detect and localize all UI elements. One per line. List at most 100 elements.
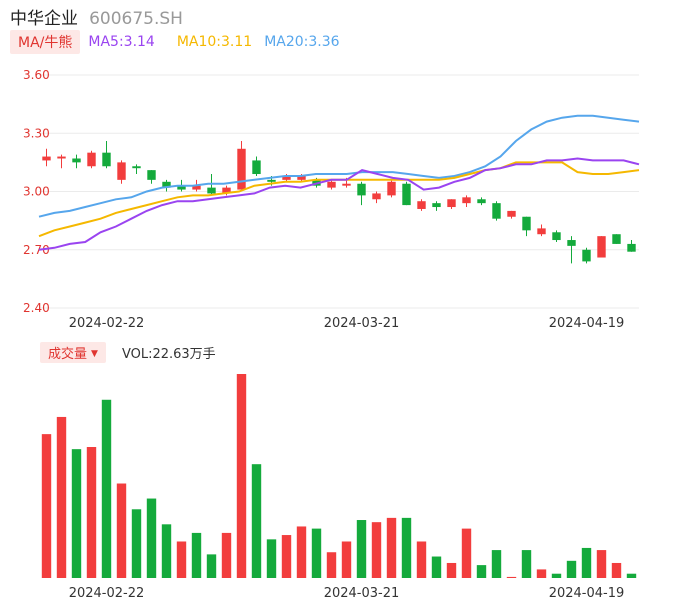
volume-bar	[401, 517, 412, 578]
volume-bar	[416, 541, 427, 578]
ma5-line	[38, 157, 640, 251]
candle-body	[417, 201, 426, 209]
volume-bar	[146, 498, 157, 578]
candle-body	[357, 183, 366, 196]
price-grid	[39, 74, 639, 309]
volume-bar	[236, 374, 247, 578]
candle	[387, 179, 396, 198]
candle	[417, 199, 426, 211]
volume-bar	[461, 528, 472, 578]
volume-bar	[536, 569, 547, 578]
candle	[522, 216, 531, 237]
volume-bar	[266, 539, 277, 578]
caret-down-icon: ▼	[91, 348, 98, 359]
volume-bar	[131, 509, 142, 578]
candle	[507, 210, 516, 219]
volume-bar	[626, 573, 637, 578]
volume-bar	[341, 541, 352, 578]
candle	[492, 201, 501, 221]
candle-body	[42, 156, 51, 161]
volume-date-label: 2024-02-22	[69, 586, 145, 601]
candle	[327, 179, 336, 190]
candle	[582, 247, 591, 264]
volume-x-axis: 2024-02-22 2024-03-21 2024-04-19	[69, 586, 625, 601]
volume-legend: 成交量 ▼ VOL:22.63万手	[40, 341, 216, 363]
volume-bar	[176, 541, 187, 578]
candle	[597, 236, 606, 258]
price-date-label: 2024-04-19	[549, 316, 625, 331]
volume-bars	[41, 374, 637, 578]
candle-body	[192, 185, 201, 190]
stock-code: 600675.SH	[89, 9, 183, 29]
candle	[402, 181, 411, 206]
candle-body	[582, 249, 591, 262]
candle-body	[87, 152, 96, 167]
volume-bar	[386, 517, 397, 578]
candle-body	[57, 156, 66, 159]
volume-bar	[86, 447, 97, 578]
ma-indicator-toggle[interactable]: MA/牛熊	[10, 30, 81, 54]
volume-bar	[206, 554, 217, 578]
volume-bar	[446, 562, 457, 578]
candle	[57, 154, 66, 169]
candle	[132, 164, 141, 175]
volume-bar	[356, 520, 367, 578]
candle-body	[597, 236, 606, 258]
volume-bar	[251, 464, 262, 578]
ma-legend: MA/牛熊 MA5:3.14 MA10:3.11 MA20:3.36	[10, 30, 340, 54]
candle-body	[342, 183, 351, 186]
candle-body	[102, 152, 111, 167]
candle	[147, 170, 156, 184]
volume-bar	[581, 547, 592, 578]
candle-body	[147, 170, 156, 180]
volume-bar	[371, 522, 382, 578]
price-tick-label: 3.30	[23, 126, 50, 140]
candle	[612, 234, 621, 244]
candle	[462, 195, 471, 208]
price-x-axis: 2024-02-22 2024-03-21 2024-04-19	[69, 316, 625, 331]
candle-body	[492, 203, 501, 219]
ma5-label: MA5:3.14	[88, 34, 155, 50]
ma20-label: MA20:3.36	[264, 34, 340, 50]
candle-body	[372, 193, 381, 200]
candle-body	[462, 197, 471, 204]
volume-bar	[191, 532, 202, 578]
candle-body	[267, 179, 276, 182]
candle-body	[387, 181, 396, 196]
volume-indicator-label: 成交量	[48, 346, 88, 362]
candle	[357, 181, 366, 206]
candle-body	[252, 160, 261, 175]
candle-body	[627, 243, 636, 252]
candle-body	[567, 240, 576, 246]
candle-body	[162, 181, 171, 188]
candle	[552, 230, 561, 242]
volume-bar	[326, 552, 337, 578]
candle-body	[507, 210, 516, 217]
volume-bar	[476, 565, 487, 578]
price-date-label: 2024-02-22	[69, 316, 145, 331]
candle-body	[552, 232, 561, 241]
volume-indicator-dropdown[interactable]: 成交量 ▼	[40, 341, 106, 363]
volume-bar	[311, 528, 322, 578]
volume-bar	[281, 535, 292, 578]
candle-body	[537, 228, 546, 235]
volume-bar	[56, 416, 67, 578]
candle	[537, 224, 546, 237]
volume-value-label: VOL:22.63万手	[121, 346, 216, 362]
volume-bar	[161, 524, 172, 578]
candle-body	[207, 187, 216, 194]
candle	[447, 199, 456, 209]
candle	[42, 148, 51, 167]
candle	[567, 236, 576, 264]
candlestick-series	[42, 141, 636, 264]
candle	[432, 201, 441, 211]
candle-body	[612, 234, 621, 244]
price-y-axis: 3.60 3.30 3.00 2.70 2.40	[23, 68, 50, 315]
candle	[117, 160, 126, 184]
volume-bar	[491, 550, 502, 578]
candle	[162, 179, 171, 192]
candle	[207, 174, 216, 196]
candle-body	[297, 175, 306, 180]
volume-bar	[506, 576, 517, 578]
volume-bar	[296, 526, 307, 578]
